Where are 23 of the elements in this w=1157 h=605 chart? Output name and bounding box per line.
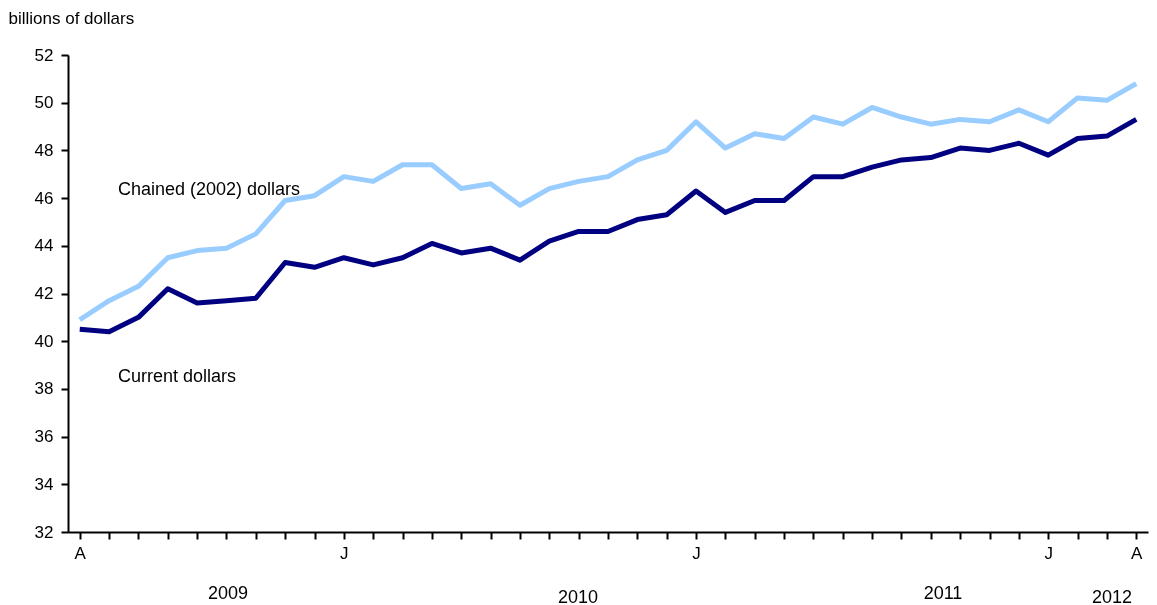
y-axis-title: billions of dollars bbox=[8, 8, 135, 28]
y-tick-label: 52 bbox=[34, 45, 54, 65]
x-tick-label: A bbox=[74, 543, 87, 563]
y-tick-label: 34 bbox=[34, 474, 54, 494]
y-tick-label: 50 bbox=[34, 93, 54, 113]
series-label: Chained (2002) dollars bbox=[118, 179, 301, 199]
x-tick-label: J bbox=[692, 543, 701, 563]
y-tick-label: 48 bbox=[34, 140, 54, 160]
text: 2010 bbox=[557, 587, 599, 605]
x-tick-label: A bbox=[1131, 543, 1144, 563]
series-label: Current dollars bbox=[118, 366, 237, 386]
y-tick-label: 36 bbox=[34, 427, 54, 447]
y-tick-label: 46 bbox=[34, 188, 54, 208]
text: 2011 bbox=[923, 583, 963, 603]
y-tick-label: 42 bbox=[34, 284, 54, 303]
text: 2012 bbox=[1091, 587, 1133, 605]
x-tick-label: J bbox=[1044, 543, 1053, 563]
y-tick-label: 32 bbox=[34, 522, 54, 542]
y-tick-label: 40 bbox=[34, 331, 54, 351]
x-tick-label: J bbox=[340, 543, 349, 563]
text: 2009 bbox=[207, 583, 249, 603]
y-tick-label: 38 bbox=[34, 379, 54, 399]
y-tick-label: 44 bbox=[34, 236, 54, 256]
